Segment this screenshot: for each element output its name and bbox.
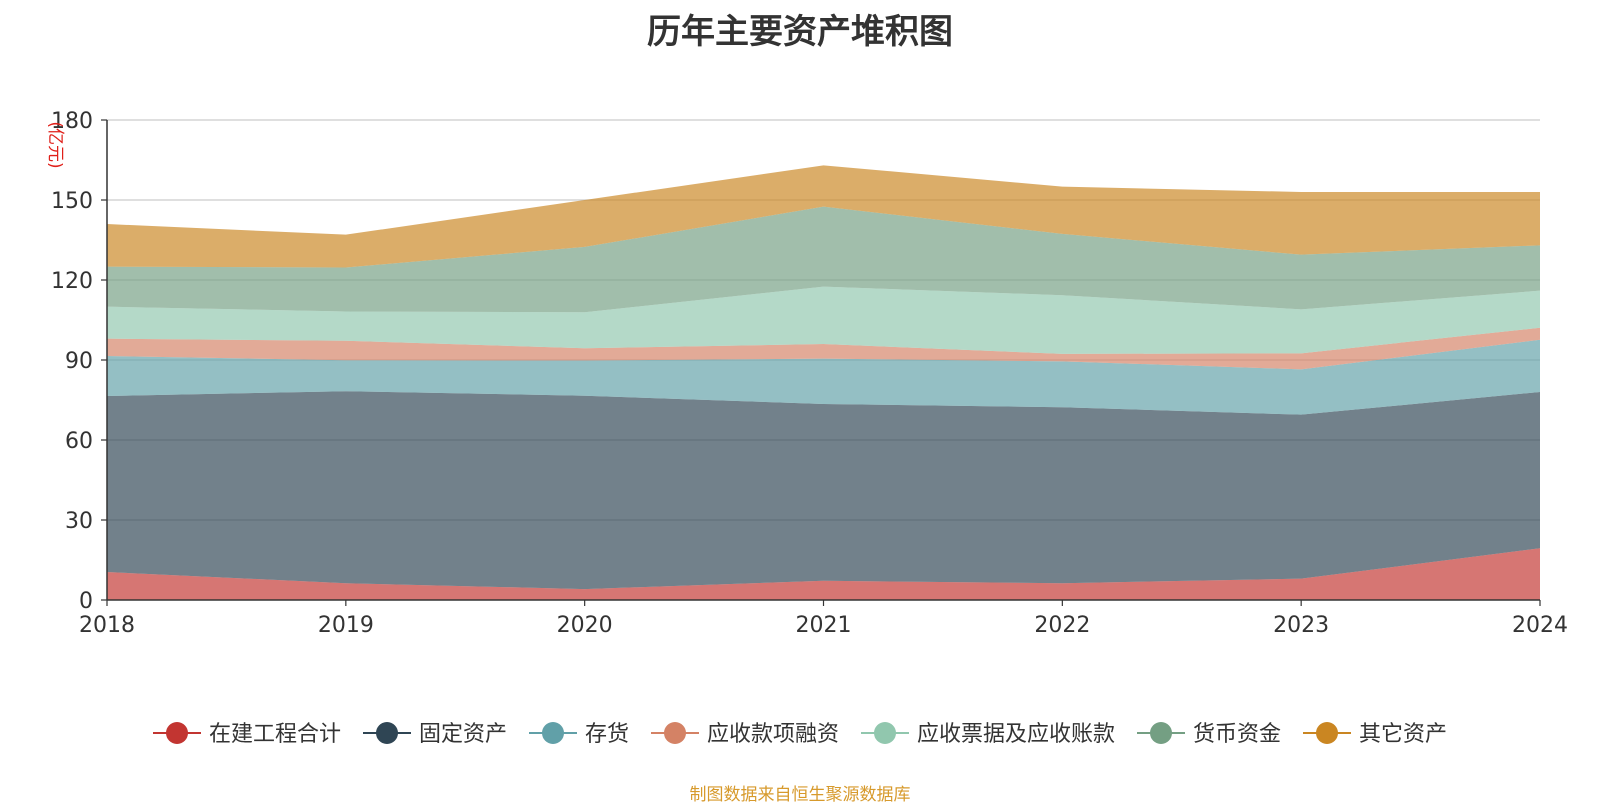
axes: 0 30 60 90 120 150 180 2018 2019 2020 2021 2022 2023… bbox=[45, 109, 1568, 638]
legend-marker-icon bbox=[1316, 722, 1338, 744]
y-tick-label: 90 bbox=[65, 349, 93, 374]
x-tick-label: 2023 bbox=[1273, 613, 1329, 638]
area-series bbox=[107, 391, 1540, 590]
legend-item: 固定资产 bbox=[363, 722, 507, 747]
legend-item: 货币资金 bbox=[1137, 722, 1281, 747]
y-tick-label: 30 bbox=[65, 509, 93, 534]
area-series bbox=[107, 206, 1540, 313]
y-tick-label: 150 bbox=[51, 189, 93, 214]
legend-label: 应收款项融资 bbox=[707, 722, 839, 747]
area-series bbox=[107, 286, 1540, 354]
source-note: 制图数据来自恒生聚源数据库 bbox=[689, 785, 911, 805]
legend-label: 其它资产 bbox=[1359, 722, 1447, 747]
legend-label: 货币资金 bbox=[1193, 722, 1281, 747]
x-tick-label: 2022 bbox=[1034, 613, 1090, 638]
y-tick-label: 60 bbox=[65, 429, 93, 454]
x-tick-label: 2019 bbox=[318, 613, 374, 638]
area-series bbox=[107, 327, 1540, 370]
y-tick-label: 0 bbox=[79, 589, 93, 614]
legend-marker-icon bbox=[376, 722, 398, 744]
legend-item: 存货 bbox=[529, 722, 629, 747]
legend-marker-icon bbox=[664, 722, 686, 744]
legend-label: 在建工程合计 bbox=[209, 722, 341, 747]
legend-item: 应收款项融资 bbox=[651, 722, 839, 747]
x-tick-label: 2018 bbox=[79, 613, 135, 638]
legend-marker-icon bbox=[874, 722, 896, 744]
x-tick-label: 2020 bbox=[557, 613, 613, 638]
legend: 在建工程合计 固定资产 存货 应收款项融资 应收票据及应收账款 货币资金 其它资产 bbox=[153, 722, 1447, 747]
area-series bbox=[107, 165, 1540, 268]
y-tick-label: 120 bbox=[51, 269, 93, 294]
legend-marker-icon bbox=[542, 722, 564, 744]
area-series bbox=[107, 548, 1540, 600]
stacked-areas bbox=[107, 165, 1540, 600]
x-tick-label: 2021 bbox=[796, 613, 852, 638]
area-series bbox=[107, 339, 1540, 415]
legend-marker-icon bbox=[166, 722, 188, 744]
chart-title: 历年主要资产堆积图 bbox=[647, 12, 953, 52]
legend-item: 其它资产 bbox=[1303, 722, 1447, 747]
legend-label: 应收票据及应收账款 bbox=[917, 722, 1115, 747]
legend-label: 存货 bbox=[585, 722, 629, 747]
legend-marker-icon bbox=[1150, 722, 1172, 744]
x-tick-label: 2024 bbox=[1512, 613, 1568, 638]
legend-item: 应收票据及应收账款 bbox=[861, 722, 1115, 747]
legend-item: 在建工程合计 bbox=[153, 722, 341, 747]
legend-label: 固定资产 bbox=[419, 722, 507, 747]
y-tick-label: 180 bbox=[51, 109, 93, 134]
unit-label: (亿元) bbox=[45, 121, 65, 168]
